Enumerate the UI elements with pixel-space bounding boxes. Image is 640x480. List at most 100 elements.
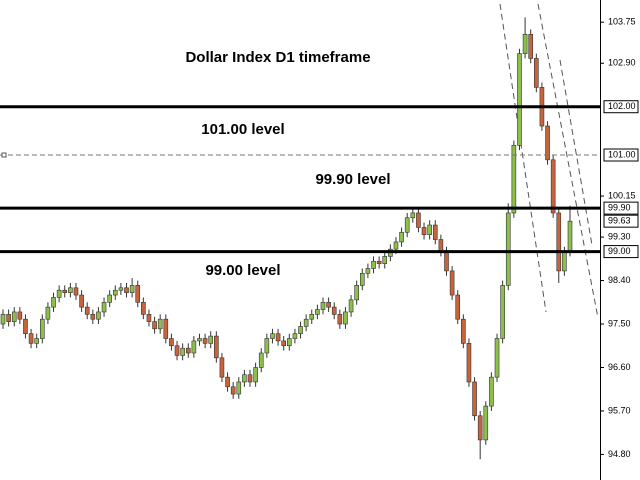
y-tick-label: 96.60: [608, 362, 631, 372]
candle-body: [107, 294, 112, 303]
candle-body: [146, 314, 152, 322]
candle-body: [466, 343, 472, 383]
candle-body: [62, 289, 68, 293]
candle-body: [522, 33, 528, 54]
candle-body: [550, 159, 556, 214]
candle-body: [382, 256, 388, 264]
current-price-label: 99.63: [608, 216, 631, 226]
candle-body: [399, 231, 404, 243]
candle-body: [343, 311, 348, 325]
candle-body: [365, 268, 371, 274]
candle-body: [461, 318, 466, 344]
candle-body: [483, 405, 489, 441]
candle-body: [169, 338, 174, 347]
candle-body: [236, 381, 242, 395]
annotation: 99.00 level: [205, 262, 280, 279]
candle-body: [214, 335, 219, 359]
candle-body: [477, 415, 483, 441]
candle-body: [141, 301, 146, 315]
candle-body: [298, 326, 303, 334]
candle-body: [6, 314, 11, 322]
candle-body: [444, 251, 449, 272]
level-label-box: [603, 245, 639, 259]
candle-body: [202, 338, 208, 344]
candle-body: [545, 125, 550, 161]
candle-body: [500, 285, 505, 339]
y-tick-label: 97.50: [608, 318, 631, 328]
candle-body: [416, 212, 421, 228]
y-tick-label: 100.15: [608, 190, 636, 200]
candle-body: [359, 273, 365, 286]
candle-body: [337, 314, 343, 325]
candle-body: [287, 338, 292, 347]
y-tick-label: 95.70: [608, 405, 631, 415]
candle-body: [219, 357, 225, 378]
candle-body: [376, 260, 382, 264]
candle-body: [96, 311, 101, 320]
candle-body: [517, 53, 522, 146]
candle-body: [197, 338, 202, 342]
candle-body: [534, 58, 539, 88]
candle-body: [562, 251, 567, 272]
candle-body: [0, 314, 6, 325]
candle-body: [73, 287, 79, 296]
candle-body: [45, 306, 51, 320]
candle-body: [152, 321, 157, 330]
candle-body: [489, 376, 494, 407]
candle-body: [505, 212, 511, 286]
candle-body: [157, 318, 163, 330]
level-label: 99.00: [608, 246, 631, 256]
y-tick-label: 103.75: [608, 17, 636, 27]
candle-body: [354, 285, 359, 301]
candle-body: [180, 347, 185, 356]
candle-body: [90, 314, 96, 320]
candle-body: [281, 340, 286, 347]
candle-body: [242, 374, 247, 383]
candle-body: [68, 287, 73, 293]
candle-body: [455, 294, 461, 320]
level-label-box: [603, 148, 639, 162]
candle-body: [129, 285, 135, 293]
chart-title: Dollar Index D1 timeframe: [185, 49, 370, 66]
candle-body: [101, 301, 107, 313]
y-tick-label: 98.40: [608, 275, 631, 285]
candle-body: [258, 352, 264, 368]
candle-body: [556, 212, 562, 272]
candle-body: [326, 301, 331, 308]
annotation: 101.00 level: [201, 121, 284, 138]
candle-body: [331, 306, 337, 315]
candle-body: [320, 301, 326, 310]
candle-body: [404, 217, 410, 233]
candle-body: [315, 309, 320, 315]
candle-body: [79, 294, 84, 308]
candle-body: [421, 227, 427, 235]
trend-line: [537, 3, 599, 319]
level-label-box: [603, 201, 639, 215]
candle-body: [56, 289, 62, 298]
candle-body: [511, 145, 517, 214]
candle-body: [28, 333, 34, 344]
candle-body: [191, 340, 197, 354]
candle-body: [208, 335, 214, 344]
trend-line: [559, 59, 593, 246]
level-label-box: [603, 100, 639, 114]
trend-line: [499, 3, 547, 313]
candle-body: [253, 367, 258, 383]
y-tick-label: 99.30: [608, 231, 631, 241]
candle-body: [163, 318, 169, 339]
y-tick-label: 102.90: [608, 58, 636, 68]
candle-body: [438, 239, 444, 252]
candle-body: [84, 306, 90, 315]
candle-body: [567, 220, 573, 252]
level-label: 99.90: [608, 203, 631, 213]
candle-body: [371, 260, 376, 269]
candle-body: [303, 318, 309, 327]
candle-body: [174, 345, 180, 356]
candle-body: [292, 333, 298, 339]
candle-body: [393, 241, 399, 250]
candle-body: [135, 285, 141, 303]
candle-body: [432, 224, 438, 240]
candle-body: [230, 386, 236, 395]
candle-body: [264, 338, 270, 354]
